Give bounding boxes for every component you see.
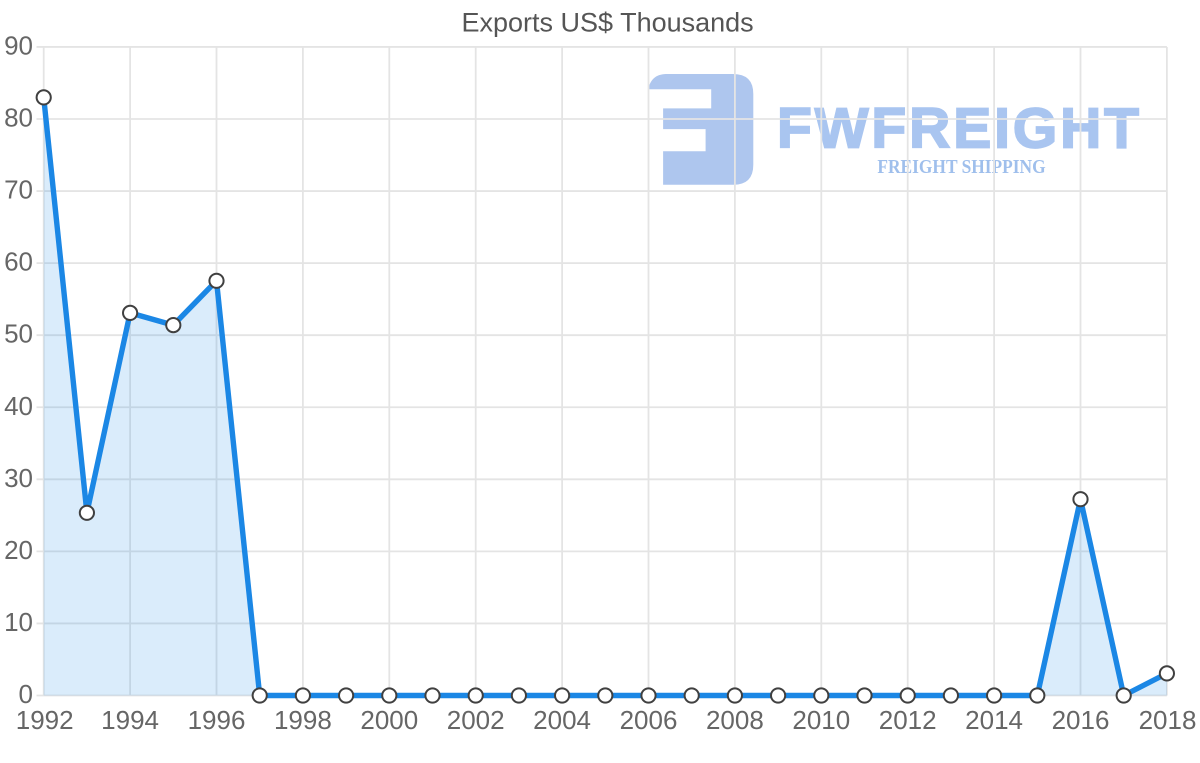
svg-text:90: 90 [4,31,33,61]
svg-text:70: 70 [4,175,33,205]
svg-text:2000: 2000 [360,705,418,735]
svg-text:0: 0 [19,679,33,709]
svg-text:2012: 2012 [879,705,937,735]
svg-text:FREIGHT SHIPPING: FREIGHT SHIPPING [877,156,1046,178]
svg-text:2004: 2004 [533,705,591,735]
svg-text:2010: 2010 [792,705,850,735]
svg-text:2006: 2006 [620,705,678,735]
svg-text:1996: 1996 [188,705,246,735]
svg-text:60: 60 [4,247,33,277]
svg-text:2016: 2016 [1052,705,1110,735]
svg-text:2014: 2014 [965,705,1023,735]
svg-text:1994: 1994 [101,705,159,735]
svg-text:50: 50 [4,319,33,349]
svg-text:2002: 2002 [447,705,505,735]
svg-text:2008: 2008 [706,705,764,735]
svg-text:2018: 2018 [1139,705,1197,735]
svg-text:40: 40 [4,391,33,421]
svg-text:30: 30 [4,463,33,493]
svg-text:20: 20 [4,535,33,565]
svg-text:80: 80 [4,103,33,133]
svg-text:1998: 1998 [274,705,332,735]
svg-text:10: 10 [4,607,33,637]
svg-text:1992: 1992 [16,705,74,735]
svg-text:Exports US$ Thousands: Exports US$ Thousands [462,8,754,38]
svg-text:FWFREIGHT: FWFREIGHT [777,97,1142,161]
